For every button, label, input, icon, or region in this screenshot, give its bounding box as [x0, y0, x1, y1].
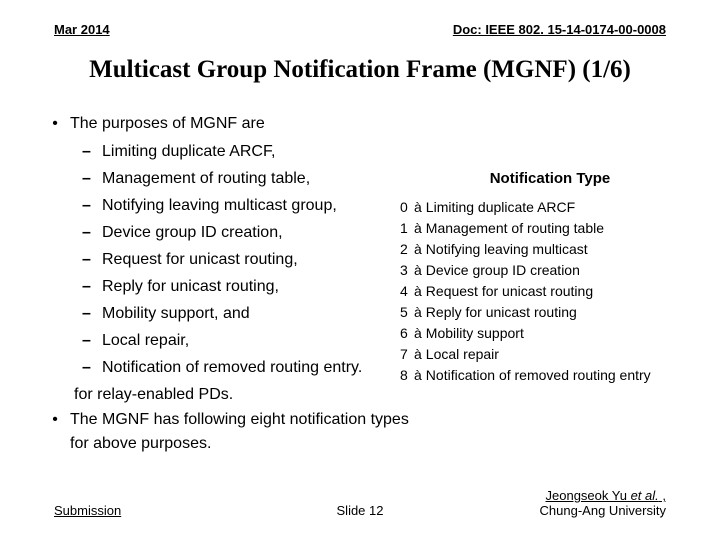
arrow-icon: à — [412, 197, 426, 218]
type-num: 2 — [400, 239, 412, 260]
type-label: Management of routing table — [426, 218, 604, 239]
footer-author-line1: Jeongseok Yu et al. , — [540, 488, 666, 503]
header-doc-id: Doc: IEEE 802. 15-14-0174-00-0008 — [453, 22, 666, 37]
notification-type-row: 8àNotification of removed routing entry — [400, 365, 700, 386]
author-name: Jeongseok Yu — [546, 488, 627, 503]
side-title: Notification Type — [400, 168, 700, 189]
dash-icon: – — [74, 138, 102, 165]
sub-bullet-text: Mobility support, and — [102, 300, 250, 327]
type-label: Mobility support — [426, 323, 524, 344]
sub-bullet-text: Device group ID creation, — [102, 219, 283, 246]
bullet-text: The purposes of MGNF are — [70, 112, 265, 136]
footer-left: Submission — [54, 503, 121, 518]
dash-icon: – — [74, 192, 102, 219]
notification-type-row: 4àRequest for unicast routing — [400, 281, 700, 302]
type-label: Limiting duplicate ARCF — [426, 197, 575, 218]
slide-footer: Submission Slide 12 Jeongseok Yu et al. … — [54, 488, 666, 518]
type-num: 0 — [400, 197, 412, 218]
footer-author-org: Chung-Ang University — [540, 503, 666, 518]
bullet-icon: • — [40, 408, 70, 456]
slide-title: Multicast Group Notification Frame (MGNF… — [0, 56, 720, 84]
dash-icon: – — [74, 246, 102, 273]
bullet-item: • The purposes of MGNF are — [40, 112, 700, 136]
type-num: 5 — [400, 302, 412, 323]
sub-bullet-item: –Limiting duplicate ARCF, — [74, 138, 700, 165]
author-sep: , — [659, 488, 666, 503]
sub-bullet-text: Notification of removed routing entry. — [102, 354, 362, 381]
arrow-icon: à — [412, 239, 426, 260]
sub-bullet-text: Reply for unicast routing, — [102, 273, 279, 300]
header-date: Mar 2014 — [54, 22, 110, 37]
dash-icon: – — [74, 219, 102, 246]
footer-author: Jeongseok Yu et al. , Chung-Ang Universi… — [540, 488, 666, 518]
arrow-icon: à — [412, 260, 426, 281]
notification-type-row: 7àLocal repair — [400, 344, 700, 365]
type-label: Local repair — [426, 344, 499, 365]
type-label: Notification of removed routing entry — [426, 365, 651, 386]
sub-bullet-text: Notifying leaving multicast group, — [102, 192, 337, 219]
type-num: 1 — [400, 218, 412, 239]
dash-icon: – — [74, 300, 102, 327]
bullet-text: The MGNF has following eight notificatio… — [70, 408, 410, 456]
dash-icon: – — [74, 354, 102, 381]
arrow-icon: à — [412, 365, 426, 386]
type-label: Device group ID creation — [426, 260, 580, 281]
notification-type-row: 0àLimiting duplicate ARCF — [400, 197, 700, 218]
sub-bullet-text: Limiting duplicate ARCF, — [102, 138, 275, 165]
slide-header: Mar 2014 Doc: IEEE 802. 15-14-0174-00-00… — [54, 22, 666, 37]
arrow-icon: à — [412, 218, 426, 239]
dash-icon: – — [74, 165, 102, 192]
arrow-icon: à — [412, 323, 426, 344]
notification-type-row: 6àMobility support — [400, 323, 700, 344]
sub-bullet-text: Local repair, — [102, 327, 189, 354]
type-num: 7 — [400, 344, 412, 365]
arrow-icon: à — [412, 344, 426, 365]
author-etal: et al. — [627, 488, 659, 503]
type-label: Reply for unicast routing — [426, 302, 577, 323]
type-label: Notifying leaving multicast — [426, 239, 588, 260]
notification-type-row: 3àDevice group ID creation — [400, 260, 700, 281]
arrow-icon: à — [412, 302, 426, 323]
sub-bullet-text: Request for unicast routing, — [102, 246, 298, 273]
sub-bullet-text: Management of routing table, — [102, 165, 310, 192]
notification-type-box: Notification Type 0àLimiting duplicate A… — [400, 168, 700, 386]
dash-icon: – — [74, 327, 102, 354]
type-num: 6 — [400, 323, 412, 344]
dash-icon: – — [74, 273, 102, 300]
bullet-icon: • — [40, 112, 70, 136]
type-num: 3 — [400, 260, 412, 281]
notification-type-row: 1àManagement of routing table — [400, 218, 700, 239]
notification-type-row: 2àNotifying leaving multicast — [400, 239, 700, 260]
notification-type-row: 5àReply for unicast routing — [400, 302, 700, 323]
type-label: Request for unicast routing — [426, 281, 593, 302]
bullet-item: • The MGNF has following eight notificat… — [40, 408, 700, 456]
footer-slide-number: Slide 12 — [337, 503, 384, 518]
type-num: 8 — [400, 365, 412, 386]
type-num: 4 — [400, 281, 412, 302]
arrow-icon: à — [412, 281, 426, 302]
